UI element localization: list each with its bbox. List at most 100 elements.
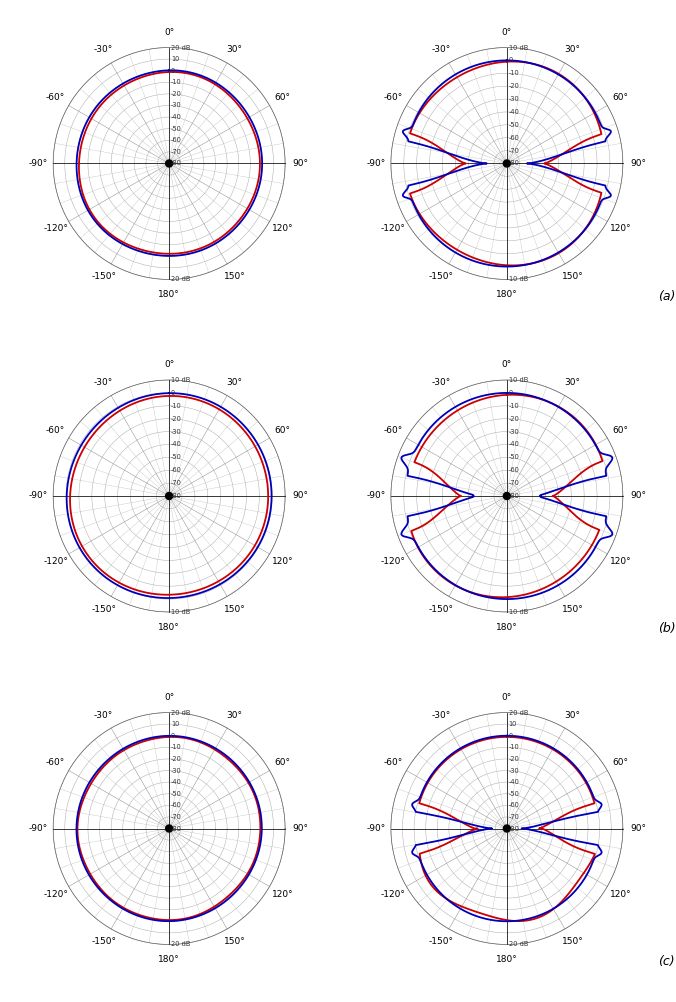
- Text: -90°: -90°: [366, 159, 385, 168]
- Text: 0: 0: [171, 390, 175, 396]
- Text: -80: -80: [171, 493, 182, 499]
- Text: -60°: -60°: [384, 426, 403, 435]
- Text: -60°: -60°: [46, 93, 66, 102]
- Text: -60: -60: [508, 467, 519, 473]
- Text: 10: 10: [171, 56, 179, 62]
- Text: -90°: -90°: [28, 824, 48, 833]
- Text: 20 dB: 20 dB: [508, 942, 528, 948]
- Text: (a): (a): [658, 290, 675, 303]
- Text: -50: -50: [508, 122, 519, 128]
- Text: -50: -50: [171, 125, 182, 131]
- Text: 120°: 120°: [272, 890, 293, 899]
- Polygon shape: [504, 160, 510, 167]
- Text: -60°: -60°: [384, 759, 403, 768]
- Polygon shape: [166, 493, 172, 499]
- Text: 20 dB: 20 dB: [171, 44, 190, 50]
- Text: -60: -60: [508, 803, 519, 809]
- Text: 150°: 150°: [562, 273, 583, 282]
- Text: -30: -30: [171, 102, 182, 108]
- Text: 20 dB: 20 dB: [508, 709, 528, 715]
- Text: -40: -40: [171, 114, 182, 120]
- Text: 20 dB: 20 dB: [171, 277, 190, 283]
- Text: -150°: -150°: [91, 273, 116, 282]
- Text: -70: -70: [508, 480, 519, 486]
- Text: 0: 0: [171, 732, 175, 738]
- Text: 0: 0: [171, 68, 175, 74]
- Text: -120°: -120°: [43, 557, 68, 566]
- Text: -40: -40: [171, 442, 182, 448]
- Text: 180°: 180°: [158, 290, 180, 299]
- Text: -10: -10: [171, 79, 182, 85]
- Text: 30°: 30°: [564, 710, 581, 719]
- Text: 90°: 90°: [292, 824, 308, 833]
- Polygon shape: [504, 825, 510, 832]
- Text: -20: -20: [508, 83, 519, 89]
- Text: (b): (b): [658, 622, 675, 635]
- Text: -10: -10: [171, 744, 182, 750]
- Text: -30: -30: [508, 429, 519, 435]
- Text: 60°: 60°: [612, 759, 629, 768]
- Text: 180°: 180°: [158, 955, 180, 964]
- Text: 0: 0: [508, 732, 513, 738]
- Text: 60°: 60°: [612, 93, 629, 102]
- Text: -120°: -120°: [381, 557, 406, 566]
- Text: -150°: -150°: [91, 938, 116, 947]
- Text: -60°: -60°: [384, 93, 403, 102]
- Text: 90°: 90°: [630, 159, 646, 168]
- Text: -150°: -150°: [429, 605, 454, 614]
- Text: 120°: 120°: [272, 557, 293, 566]
- Text: 180°: 180°: [496, 955, 518, 964]
- Text: -30°: -30°: [94, 45, 114, 54]
- Text: -50: -50: [171, 454, 182, 460]
- Text: 180°: 180°: [496, 290, 518, 299]
- Text: -70: -70: [171, 814, 182, 820]
- Text: 90°: 90°: [630, 824, 646, 833]
- Text: -50: -50: [508, 454, 519, 460]
- Text: -10: -10: [508, 403, 519, 409]
- Text: -20: -20: [508, 416, 519, 422]
- Text: -60: -60: [508, 134, 519, 140]
- Text: -60: -60: [171, 137, 182, 143]
- Text: -30°: -30°: [432, 45, 451, 54]
- Text: 90°: 90°: [292, 492, 308, 500]
- Text: 0°: 0°: [164, 361, 174, 370]
- Text: 10 dB: 10 dB: [508, 609, 528, 615]
- Text: -40: -40: [508, 109, 519, 115]
- Text: 20 dB: 20 dB: [171, 709, 190, 715]
- Text: -30°: -30°: [94, 710, 114, 719]
- Text: -120°: -120°: [381, 224, 406, 233]
- Text: -80: -80: [508, 493, 519, 499]
- Text: -10: -10: [171, 403, 182, 409]
- Text: -50: -50: [508, 791, 519, 797]
- Polygon shape: [166, 160, 172, 167]
- Text: 30°: 30°: [564, 378, 581, 387]
- Text: -60: -60: [171, 803, 182, 809]
- Text: -90°: -90°: [366, 492, 385, 500]
- Text: -90°: -90°: [366, 824, 385, 833]
- Text: 90°: 90°: [292, 159, 308, 168]
- Text: 60°: 60°: [274, 426, 291, 435]
- Text: 0: 0: [508, 390, 513, 396]
- Text: 120°: 120°: [610, 557, 631, 566]
- Text: -70: -70: [171, 149, 182, 155]
- Text: -10: -10: [508, 70, 519, 76]
- Text: 10 dB: 10 dB: [171, 377, 190, 383]
- Text: -60°: -60°: [46, 759, 66, 768]
- Text: -120°: -120°: [381, 890, 406, 899]
- Text: -20: -20: [171, 91, 182, 97]
- Text: 30°: 30°: [226, 378, 243, 387]
- Text: 0°: 0°: [502, 28, 512, 37]
- Polygon shape: [166, 825, 172, 832]
- Text: 10 dB: 10 dB: [508, 277, 528, 283]
- Text: -30: -30: [171, 768, 182, 774]
- Text: 120°: 120°: [610, 224, 631, 233]
- Text: -80: -80: [508, 826, 519, 832]
- Text: 20 dB: 20 dB: [171, 942, 190, 948]
- Text: -60: -60: [171, 467, 182, 473]
- Text: -150°: -150°: [91, 605, 116, 614]
- Text: -40: -40: [508, 442, 519, 448]
- Text: 10: 10: [171, 721, 179, 727]
- Text: 60°: 60°: [274, 93, 291, 102]
- Text: 0°: 0°: [502, 361, 512, 370]
- Text: -20: -20: [508, 756, 519, 762]
